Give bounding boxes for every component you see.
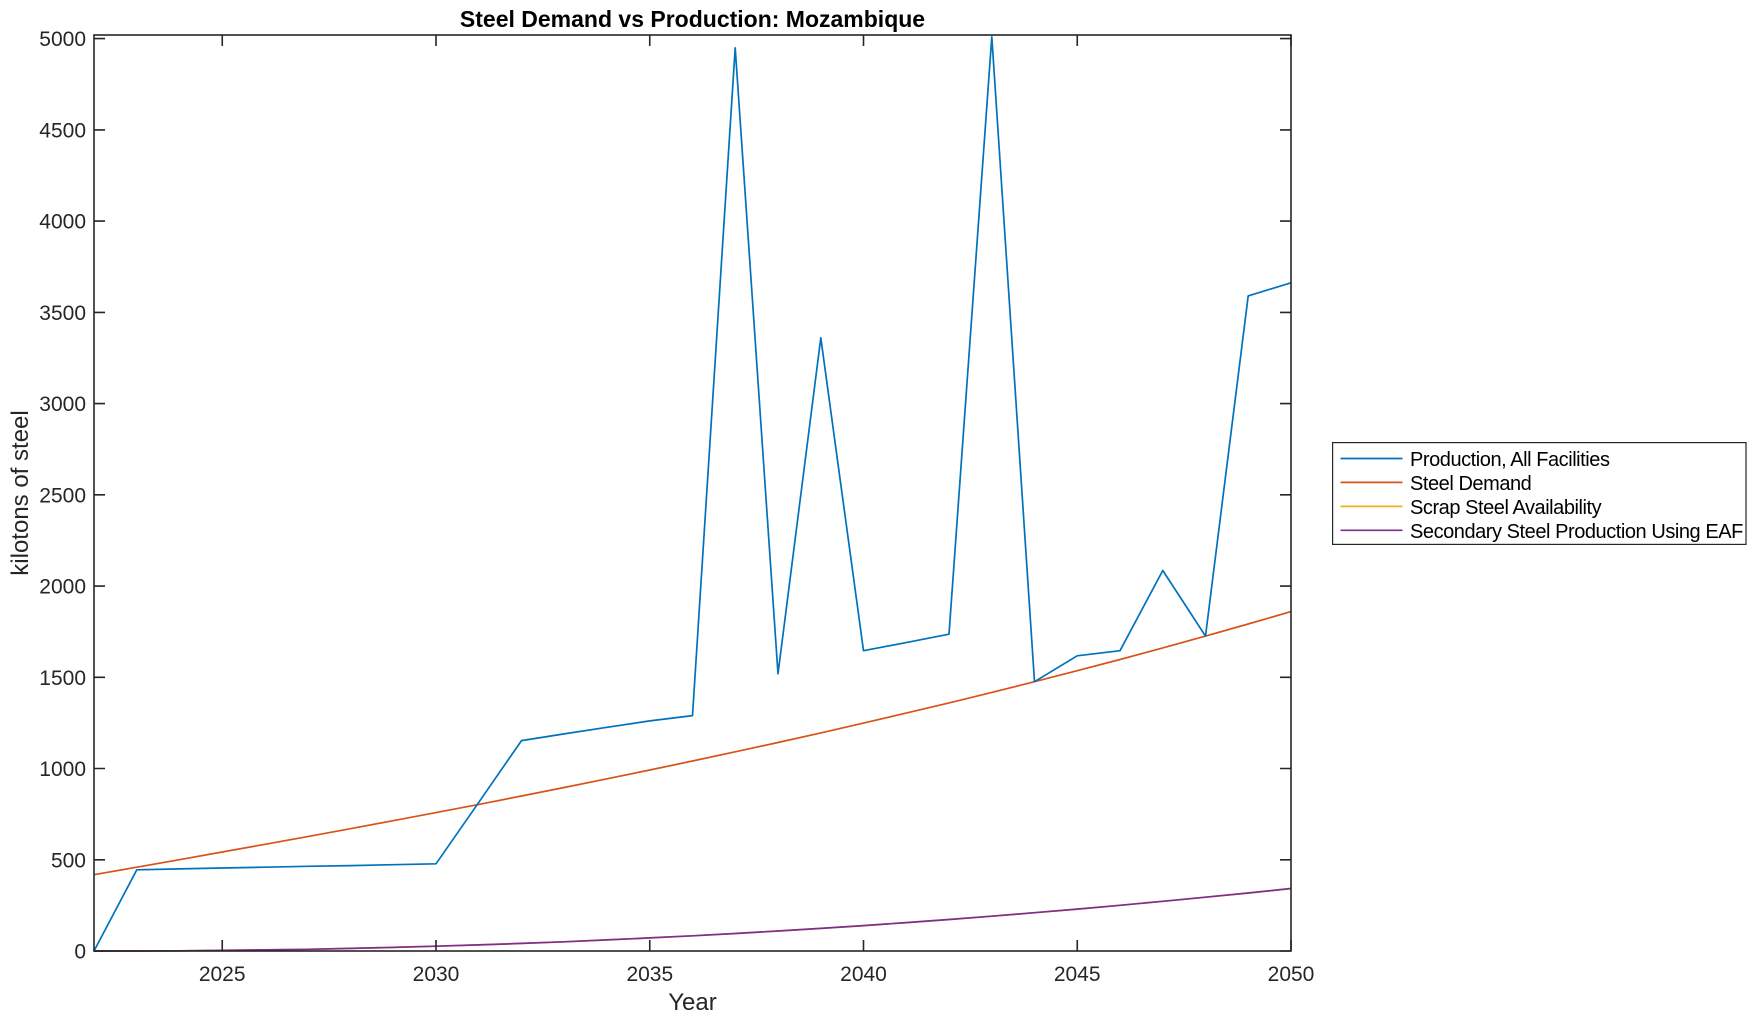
svg-text:2045: 2045 bbox=[1054, 963, 1101, 986]
svg-text:2040: 2040 bbox=[840, 963, 887, 986]
svg-text:4500: 4500 bbox=[39, 119, 86, 142]
svg-text:2035: 2035 bbox=[626, 963, 673, 986]
svg-text:0: 0 bbox=[74, 941, 86, 964]
svg-text:Scrap Steel Availability: Scrap Steel Availability bbox=[1410, 497, 1602, 519]
svg-text:5000: 5000 bbox=[39, 28, 86, 51]
svg-text:3500: 3500 bbox=[39, 302, 86, 325]
svg-text:Year: Year bbox=[668, 989, 717, 1016]
svg-text:4000: 4000 bbox=[39, 211, 86, 234]
svg-text:2050: 2050 bbox=[1268, 963, 1315, 986]
svg-text:2025: 2025 bbox=[199, 963, 246, 986]
svg-text:Secondary Steel Production Usi: Secondary Steel Production Using EAF bbox=[1410, 521, 1743, 543]
svg-text:kilotons of steel: kilotons of steel bbox=[7, 410, 34, 575]
svg-text:Steel Demand vs Production: Mo: Steel Demand vs Production: Mozambique bbox=[460, 6, 925, 32]
svg-text:1500: 1500 bbox=[39, 667, 86, 690]
svg-text:Production, All Facilities: Production, All Facilities bbox=[1410, 449, 1610, 471]
svg-text:2500: 2500 bbox=[39, 484, 86, 507]
svg-text:500: 500 bbox=[51, 849, 86, 872]
svg-text:2000: 2000 bbox=[39, 576, 86, 599]
svg-text:1000: 1000 bbox=[39, 758, 86, 781]
svg-text:3000: 3000 bbox=[39, 393, 86, 416]
svg-text:Steel Demand: Steel Demand bbox=[1410, 473, 1531, 495]
svg-text:2030: 2030 bbox=[413, 963, 460, 986]
